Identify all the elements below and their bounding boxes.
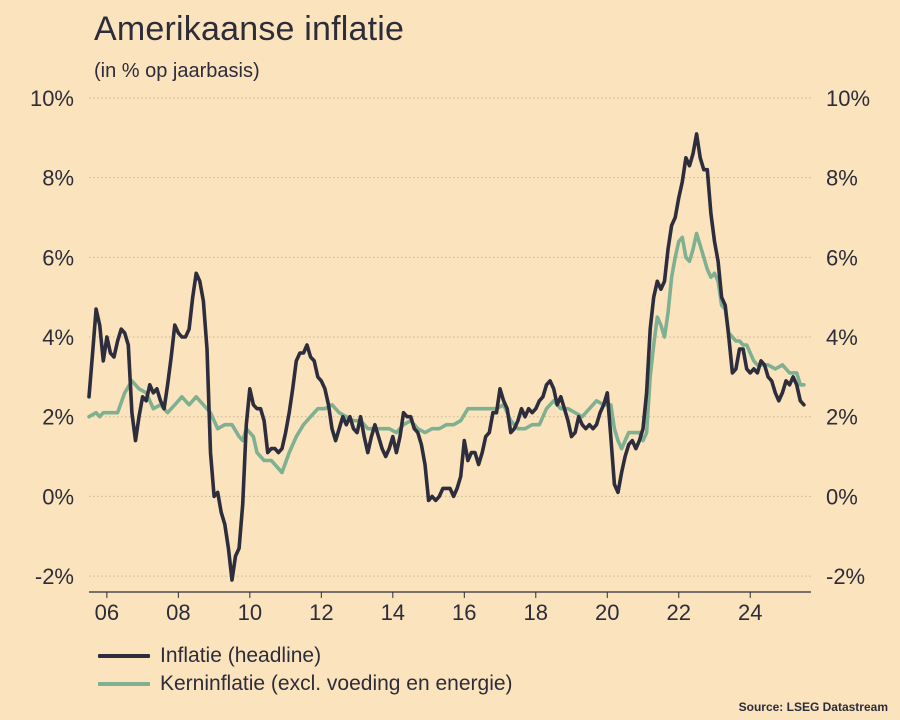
x-tick-label-2: 10 (238, 600, 262, 625)
y-tick-right-6: -2% (826, 564, 865, 589)
source-note: Source: LSEG Datastream (738, 700, 888, 714)
gridlines (89, 97, 811, 577)
x-tick-label-5: 16 (452, 600, 476, 625)
series-line-headline (87, 132, 806, 582)
x-tick-label-1: 08 (166, 600, 190, 625)
y-tick-left-1: 8% (42, 166, 74, 191)
x-tick-label-3: 12 (309, 600, 333, 625)
y-axis-right: 10% 8% 6% 4% 2% 0% -2% (826, 86, 870, 589)
series-line-core (87, 231, 806, 475)
x-tick-label-9: 24 (738, 600, 762, 625)
y-tick-right-4: 2% (826, 405, 858, 430)
y-tick-right-1: 8% (826, 166, 858, 191)
x-tick-label-6: 18 (524, 600, 548, 625)
y-tick-left-4: 2% (42, 405, 74, 430)
y-axis-left: 10% 8% 6% 4% 2% 0% -2% (30, 86, 74, 589)
x-tick-label-7: 20 (595, 600, 619, 625)
series-lines (87, 132, 806, 582)
x-tick-label-8: 22 (667, 600, 691, 625)
y-tick-left-2: 6% (42, 245, 74, 270)
x-tick-label-4: 14 (381, 600, 405, 625)
legend-swatch-headline (98, 654, 150, 658)
legend-item-headline: Inflatie (headline) (98, 642, 513, 670)
x-axis: 06 08 10 12 14 16 18 20 22 24 (89, 591, 811, 625)
x-tick-label-0: 06 (95, 600, 119, 625)
y-tick-right-0: 10% (826, 86, 870, 111)
y-tick-right-2: 6% (826, 245, 858, 270)
y-tick-left-3: 4% (42, 325, 74, 350)
legend-item-core: Kerninflatie (excl. voeding en energie) (98, 670, 513, 698)
y-tick-right-3: 4% (826, 325, 858, 350)
legend: Inflatie (headline) Kerninflatie (excl. … (98, 642, 513, 698)
legend-swatch-core (98, 682, 150, 686)
y-tick-right-5: 0% (826, 484, 858, 509)
legend-label-headline: Inflatie (headline) (160, 644, 322, 667)
y-tick-left-6: -2% (35, 564, 74, 589)
y-tick-left-0: 10% (30, 86, 74, 111)
chart-subtitle: (in % op jaarbasis) (94, 60, 260, 82)
legend-label-core: Kerninflatie (excl. voeding en energie) (160, 672, 513, 695)
y-tick-left-5: 0% (42, 484, 74, 509)
inflation-chart: 10% 8% 6% 4% 2% 0% -2% 10% 8% 6% 4% 2% 0% -2% 06 08 10… (30, 86, 870, 625)
chart-title: Amerikaanse inflatie (94, 10, 405, 48)
